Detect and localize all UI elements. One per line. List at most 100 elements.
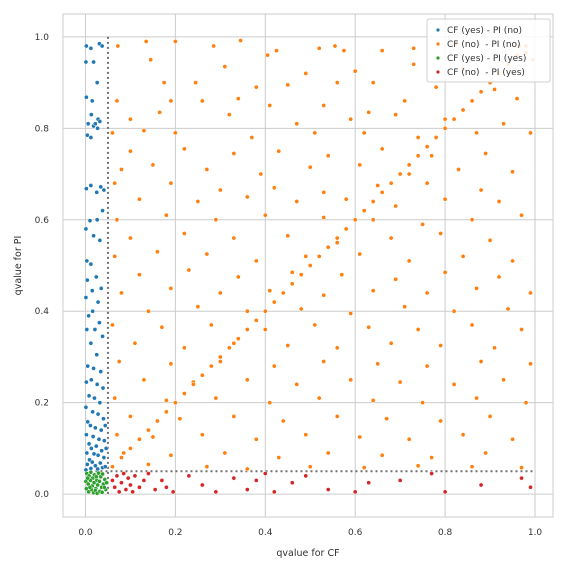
data-point	[146, 308, 151, 314]
data-point	[519, 212, 524, 218]
data-point	[411, 45, 416, 51]
data-point	[379, 146, 385, 152]
data-point	[84, 327, 90, 332]
data-point	[352, 489, 358, 495]
data-point	[204, 464, 210, 470]
data-point	[343, 226, 349, 232]
data-point	[168, 361, 174, 367]
data-point	[104, 480, 109, 486]
data-point	[332, 43, 338, 49]
data-point	[128, 446, 133, 451]
x-tick-label: 1.0	[528, 528, 543, 538]
data-point	[262, 471, 268, 476]
data-point	[173, 39, 178, 44]
data-point	[86, 393, 92, 399]
data-point	[384, 416, 390, 422]
data-point	[316, 254, 322, 259]
data-point	[406, 436, 412, 442]
data-point	[271, 185, 277, 191]
data-point	[271, 363, 277, 369]
data-point	[424, 363, 430, 369]
data-point	[451, 382, 457, 387]
data-point	[429, 455, 434, 460]
data-point	[137, 196, 142, 202]
data-point	[433, 84, 439, 90]
data-point	[519, 475, 524, 481]
data-point	[226, 345, 232, 351]
data-point	[325, 153, 331, 159]
data-point	[442, 125, 448, 131]
data-point	[128, 414, 133, 419]
data-point	[316, 45, 322, 51]
legend-label: CF (yes) - PI (yes)	[447, 54, 526, 64]
data-point	[496, 274, 502, 280]
data-point	[478, 89, 484, 95]
data-point	[88, 446, 94, 451]
data-point	[474, 130, 479, 136]
data-point	[98, 369, 104, 374]
data-point	[235, 336, 241, 342]
data-point	[88, 469, 94, 475]
data-point	[86, 441, 92, 447]
data-point	[90, 308, 96, 314]
series-0-points	[83, 41, 109, 473]
data-point	[528, 130, 533, 136]
data-point	[442, 270, 448, 275]
x-tick-label: 0.8	[438, 528, 453, 538]
data-point	[478, 187, 484, 193]
data-point	[97, 478, 102, 484]
data-point	[451, 308, 457, 314]
data-point	[397, 171, 403, 177]
data-point	[182, 231, 187, 236]
data-point	[91, 59, 96, 65]
data-point	[325, 244, 331, 250]
data-point	[222, 450, 228, 456]
data-point	[244, 466, 250, 472]
data-point	[474, 395, 479, 401]
data-point	[114, 98, 120, 104]
data-point	[132, 340, 138, 346]
data-point	[321, 189, 327, 195]
data-point	[112, 180, 118, 186]
data-point	[164, 409, 169, 415]
data-point	[280, 290, 286, 296]
data-point	[429, 471, 434, 476]
data-point	[204, 167, 210, 172]
data-point	[285, 82, 291, 88]
legend-box	[426, 18, 551, 83]
data-point	[88, 261, 94, 267]
data-point	[474, 286, 479, 291]
data-point	[114, 473, 120, 479]
data-point	[110, 478, 115, 483]
data-point	[100, 334, 105, 339]
data-point	[366, 480, 372, 486]
data-point	[460, 432, 466, 438]
data-point	[370, 217, 376, 223]
data-point	[123, 487, 129, 492]
data-point	[110, 322, 115, 328]
data-point	[420, 221, 425, 227]
data-point	[217, 290, 223, 296]
series-1-points	[110, 38, 536, 472]
data-point	[143, 39, 149, 44]
data-point	[84, 43, 89, 49]
data-point	[483, 450, 488, 456]
tick-labels: 0.0 0.2 0.4 0.6 0.8 1.0 0.0 0.2 0.4 0.6 0.8 1.0	[35, 33, 543, 538]
y-axis-label: qvalue for PI	[13, 236, 24, 296]
plot-frame	[62, 13, 554, 518]
data-point	[87, 218, 93, 224]
data-point	[91, 233, 96, 239]
data-point	[87, 484, 93, 490]
data-point	[84, 379, 89, 385]
data-point	[116, 489, 122, 495]
data-point	[402, 304, 408, 310]
data-point	[186, 267, 192, 273]
data-point	[102, 484, 107, 490]
data-point	[161, 80, 167, 85]
data-point	[137, 436, 142, 442]
data-point	[132, 473, 138, 479]
data-point	[289, 270, 295, 275]
data-point	[460, 107, 466, 113]
data-point	[101, 416, 106, 422]
data-point	[442, 116, 448, 122]
